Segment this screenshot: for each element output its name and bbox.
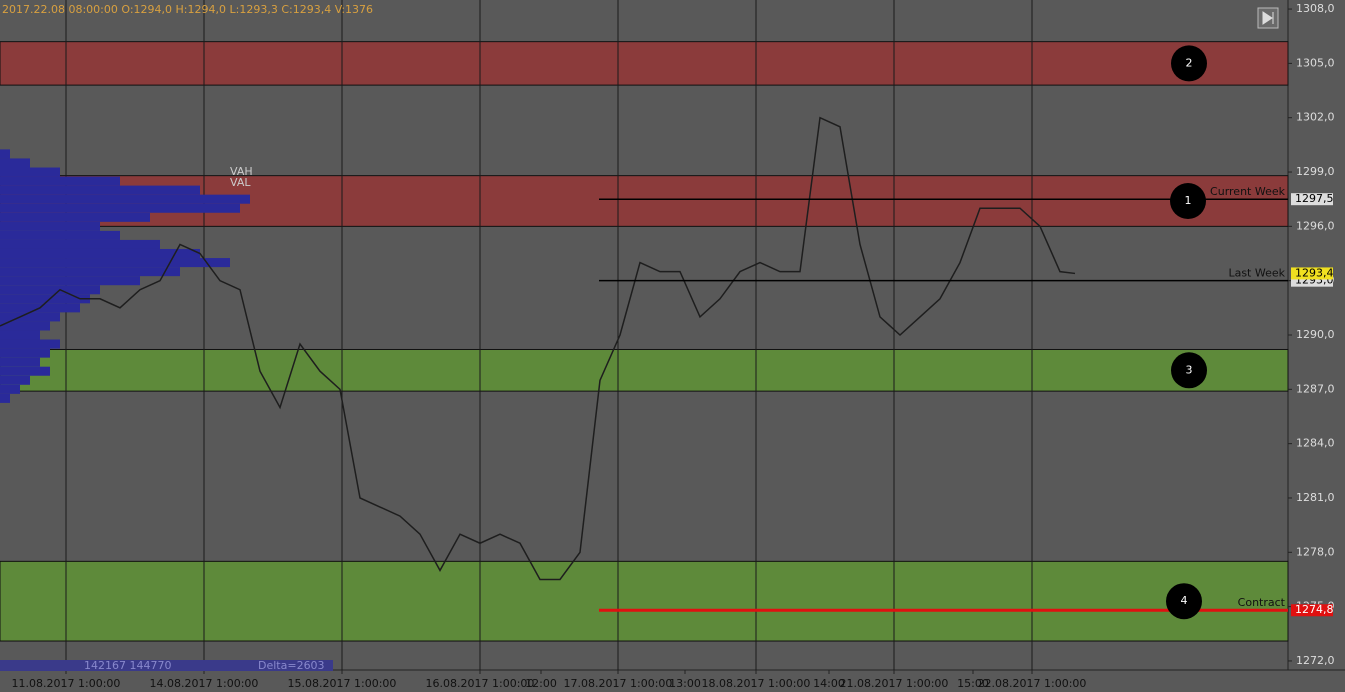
zone-badge	[1171, 45, 1207, 82]
profile-bar	[0, 366, 50, 376]
profile-bar	[0, 248, 200, 259]
y-tick-label: 1287,0	[1296, 382, 1335, 395]
zone	[0, 41, 1289, 86]
profile-bar	[0, 267, 180, 277]
last-price-tag	[1291, 267, 1333, 280]
x-tick-label: 14:00	[813, 677, 845, 690]
y-tick-label: 1284,0	[1296, 437, 1335, 450]
y-tick-label: 1290,0	[1296, 328, 1335, 341]
x-tick-label: 15:00	[957, 677, 989, 690]
profile-bar	[0, 185, 200, 195]
zone	[0, 560, 1289, 642]
profile-bar	[0, 348, 50, 358]
last-price-label: 1293,4	[1295, 266, 1334, 279]
x-tick-label: 17.08.2017 1:00:00	[564, 677, 673, 690]
x-tick-label: 16.08.2017 1:00:00	[426, 677, 535, 690]
volume-text: 142167 144770	[84, 659, 171, 672]
button-icon	[1262, 11, 1274, 25]
zone-label: 2	[1186, 56, 1193, 69]
y-tick-label: 1281,0	[1296, 491, 1335, 504]
profile-bar	[0, 285, 100, 295]
y-tick-label: 1305,0	[1296, 56, 1335, 69]
profile-bar	[0, 393, 10, 403]
x-tick-label: 15.08.2017 1:00:00	[288, 677, 397, 690]
y-tick-label: 1272,0	[1296, 654, 1335, 667]
profile-bar	[0, 176, 120, 186]
profile-bar	[0, 384, 20, 394]
profile-bar	[0, 203, 240, 213]
profile-bar	[0, 294, 90, 304]
zone-label: 4	[1181, 594, 1188, 607]
x-tick-label: 18.08.2017 1:00:00	[702, 677, 811, 690]
y-tick-label: 1302,0	[1296, 111, 1335, 124]
profile-bar	[0, 312, 60, 322]
profile-bar	[0, 230, 120, 240]
x-tick-label: 13:00	[669, 677, 701, 690]
zone-badge	[1171, 352, 1207, 389]
profile-bar	[0, 167, 60, 177]
level-label: 1297,5	[1295, 192, 1334, 205]
profile-bar	[0, 330, 40, 340]
y-tick-label: 1299,0	[1296, 165, 1335, 178]
zone	[0, 348, 1289, 392]
y-tick-label: 1278,0	[1296, 545, 1335, 558]
zone-label: 1	[1185, 194, 1192, 207]
profile-bar	[0, 258, 230, 268]
profile-bar	[0, 221, 100, 231]
val: VAL	[230, 176, 251, 189]
profile-bar	[0, 321, 50, 331]
x-tick-label: 12:00	[525, 677, 557, 690]
level-name: Contract	[1238, 596, 1286, 609]
x-tick-label: 14.08.2017 1:00:00	[150, 677, 259, 690]
vah: VAH	[230, 165, 253, 178]
profile-bar	[0, 194, 250, 204]
profile-bar	[0, 375, 30, 385]
profile-bar	[0, 158, 30, 168]
delta-text: Delta=2603	[258, 659, 325, 672]
zone-badge	[1166, 583, 1202, 620]
profile-bar	[0, 239, 160, 249]
level-tag	[1291, 193, 1333, 206]
zone-badge	[1170, 183, 1206, 219]
volume-box	[0, 660, 333, 671]
profile-bar	[0, 276, 140, 286]
x-tick-label: 22.08.2017 1:00:00	[978, 677, 1087, 690]
price-line	[0, 116, 1076, 581]
level-tag	[1291, 604, 1333, 617]
zone-label: 3	[1186, 363, 1193, 376]
level-label: 1274,8	[1295, 603, 1334, 616]
header: 2017.22.08 08:00:00 O:1294,0 H:1294,0 L:…	[2, 3, 373, 16]
profile-bar	[0, 357, 40, 367]
profile-bar	[0, 149, 10, 159]
level-name: Current Week	[1210, 185, 1286, 198]
x-tick-label: 11.08.2017 1:00:00	[12, 677, 121, 690]
x-tick-label: 21.08.2017 1:00:00	[840, 677, 949, 690]
level-name: Last Week	[1228, 267, 1285, 280]
profile-bar	[0, 339, 60, 349]
y-tick-label: 1296,0	[1296, 219, 1335, 232]
y-tick-label: 1308,0	[1296, 2, 1335, 15]
profile-bar	[0, 212, 150, 222]
